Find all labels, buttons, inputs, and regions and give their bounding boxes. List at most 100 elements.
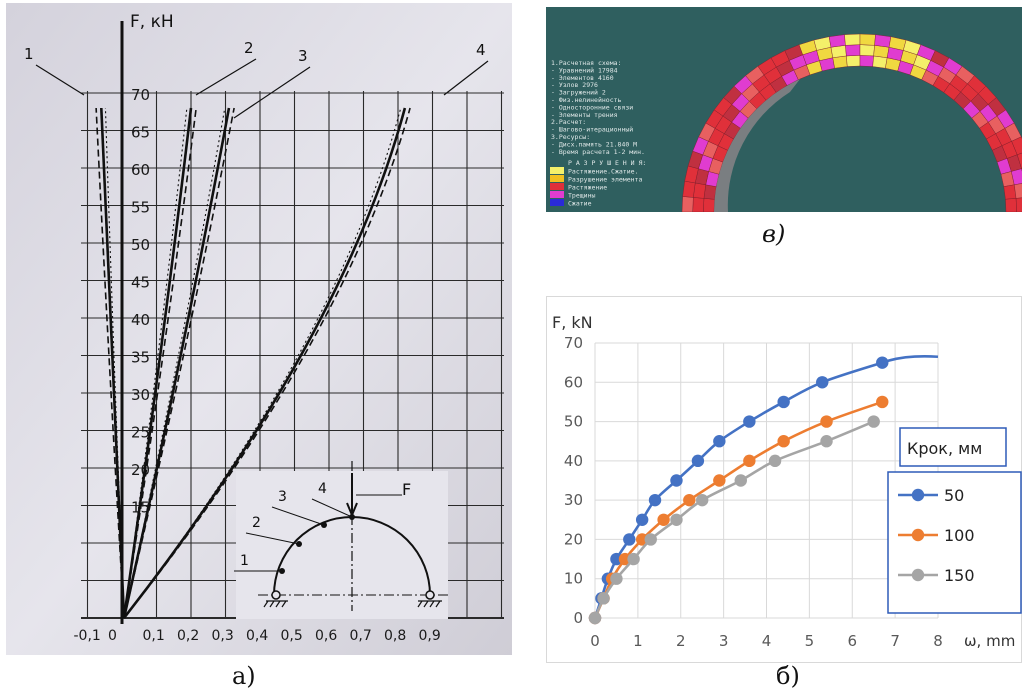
- caption-v: в): [762, 220, 786, 248]
- fem-legend-line: 1.Расчетная схема:: [551, 59, 621, 67]
- series-point-100: [618, 552, 632, 566]
- series-point-50: [635, 513, 649, 526]
- fem-arch-element: [859, 44, 875, 57]
- series-point-50: [623, 533, 636, 546]
- series-point-150: [610, 572, 623, 585]
- photo-x-tick-label: 0,4: [246, 628, 268, 644]
- fem-arch-element: [846, 55, 861, 67]
- fem-legend-line: - Элементы трения: [551, 111, 618, 119]
- photo-curve-number: 4: [476, 41, 486, 59]
- fem-arch-element: [1011, 136, 1024, 156]
- line-chart: 0 10 20 30 40 50 60 70 0 1 2 3 4 5 6 7 8 F, kN ω, mm Кро…: [546, 296, 1022, 663]
- series-point-50: [816, 376, 829, 389]
- series-point-150: [597, 592, 610, 605]
- legend-label: 150: [944, 566, 975, 585]
- fem-arch-element: [873, 45, 890, 58]
- series-point-150: [670, 513, 683, 526]
- chart-x-tick-label: 2: [676, 632, 686, 650]
- scheme-hatch-left: [263, 600, 288, 608]
- series-point-150: [588, 611, 602, 625]
- photo-x-tick-label: -0,1: [74, 628, 101, 644]
- fem-arch-element: [844, 33, 861, 46]
- series-point-50: [713, 435, 726, 448]
- photo-curve-solid: [122, 107, 231, 619]
- photo-x-tick-label: 0,5: [281, 628, 303, 644]
- photo-y-tick-label: 40: [131, 311, 150, 329]
- series-point-150: [627, 552, 640, 566]
- photo-curve-number: 2: [244, 39, 254, 57]
- fem-legend-line: - Односторонние связи: [551, 103, 633, 111]
- fem-arch-element: [681, 196, 694, 213]
- chart-x-axis-label: ω, mm: [964, 632, 1015, 650]
- fem-background: [546, 7, 1022, 212]
- photo-y-tick-label: 45: [131, 274, 150, 292]
- photo-y-tick-label: 65: [131, 124, 150, 142]
- photo-x-tick-label: 0,1: [143, 628, 165, 644]
- fem-damage-swatch: [550, 167, 564, 174]
- fem-arch-inner-face: [714, 79, 800, 212]
- fem-damage-label: Растяжение.Сжатие.: [568, 168, 638, 176]
- arch-load-scheme: 1 2 3 4 F: [234, 461, 448, 619]
- photo-y-tick-label: 70: [131, 86, 150, 104]
- chart-x-tick-label: 3: [719, 632, 729, 650]
- chart-x-tick-label: 1: [633, 632, 643, 650]
- scheme-leader: [311, 498, 353, 518]
- fem-legend-line: - Время расчета 1-2 мин.: [551, 148, 645, 156]
- photo-y-tick-label: 50: [131, 236, 150, 254]
- photo-curve-dotted: [123, 107, 188, 619]
- series-point-50: [670, 474, 683, 487]
- photo-curve-dashed: [123, 107, 235, 619]
- fem-legend-line: - Шагово-итерационный: [551, 126, 633, 134]
- fem-damage-title: Р А З Р У Ш Е Н И Я:: [568, 159, 646, 167]
- fem-arch-element: [703, 198, 715, 213]
- chart-x-tick-label: 8: [933, 632, 943, 650]
- fem-legend-line: - Физ.нелинейность: [551, 96, 622, 104]
- chart-y-tick-label: 70: [564, 334, 583, 352]
- photo-curve-dotted: [104, 107, 125, 619]
- photo-y-tick-label: 30: [131, 386, 150, 404]
- caption-b: б): [776, 662, 800, 690]
- fem-legend-line: - Уравнений 17984: [551, 66, 618, 74]
- chart-x-tick-label: 5: [805, 632, 815, 650]
- photo-curve-leader: [195, 58, 257, 96]
- fem-damage-label: Растяжение: [568, 184, 607, 192]
- fem-arch-element: [859, 55, 874, 67]
- photo-curve-leader: [443, 60, 489, 96]
- fem-arch-element: [693, 182, 706, 199]
- scheme-point-label: 1: [240, 553, 249, 569]
- fem-damage-swatch: [550, 199, 564, 206]
- fem-arch-element: [1003, 184, 1017, 200]
- scheme-leader: [271, 506, 325, 526]
- chart-series: [588, 355, 939, 625]
- photo-curve-solid: [122, 107, 407, 619]
- chart-y-tick-label: 60: [564, 373, 583, 391]
- photo-curves: [95, 107, 411, 619]
- fem-arch-element: [845, 44, 861, 57]
- fem-arch-element: [1011, 168, 1024, 186]
- fem-arch-element: [692, 197, 705, 213]
- scheme-point-label: 2: [252, 515, 261, 531]
- series-point-150: [768, 454, 782, 468]
- scheme-support-left: [271, 590, 281, 600]
- fem-damage-swatch: [550, 183, 564, 190]
- fem-arch-element: [874, 34, 892, 48]
- series-point-150: [867, 415, 880, 428]
- chart-y-tick-label: 10: [564, 570, 583, 588]
- scheme-support-right: [425, 590, 435, 600]
- series-point-100: [713, 474, 726, 487]
- fem-arch-element: [832, 55, 848, 69]
- chart-y-tick-label: 0: [573, 609, 583, 627]
- fem-legend-line: - Загружений 2: [551, 89, 606, 97]
- series-point-100: [743, 454, 756, 468]
- series-point-100: [820, 415, 833, 428]
- series-point-50: [743, 415, 756, 428]
- chart-x-tick-label: 6: [847, 632, 857, 650]
- photo-x-tick-label: 0,8: [384, 628, 406, 644]
- photo-curve-leader: [233, 66, 311, 119]
- photo-x-tick-label: 0,6: [315, 628, 337, 644]
- fem-damage-swatch: [550, 175, 564, 182]
- fem-arch-element: [828, 34, 846, 48]
- fem-legend-line: - Элементов 4160: [551, 74, 614, 82]
